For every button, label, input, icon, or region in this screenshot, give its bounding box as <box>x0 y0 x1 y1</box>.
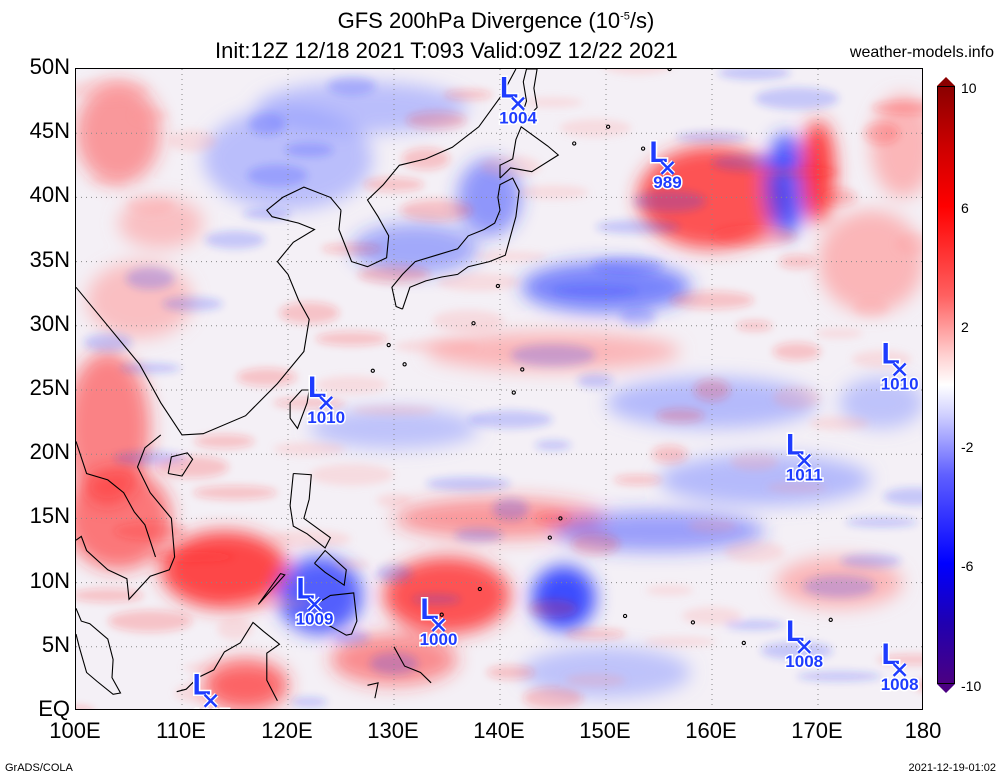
colorbar-label: -6 <box>961 558 974 575</box>
map-plot: L 1004 L 989 L 1010 L 1010 L 1011 L 1009 L 1000 L 1008 L… <box>75 68 923 710</box>
lat-tick-label: 15N <box>29 503 70 529</box>
low-pressure-value: 1008 <box>785 652 823 671</box>
map-title-line1: GFS 200hPa Divergence (10-5/s) <box>0 8 1000 34</box>
lon-tick-label: 120E <box>261 718 313 743</box>
low-center-x-icon <box>307 597 322 612</box>
low-pressure-marker: L1007 <box>190 667 231 710</box>
low-center-x-icon <box>511 96 525 111</box>
lat-tick-label: 30N <box>29 310 70 336</box>
low-pressure-value: 1000 <box>420 630 458 649</box>
low-center-x-icon <box>892 362 907 377</box>
colorbar-label: -10 <box>961 678 982 694</box>
footer-left: GrADS/COLA <box>5 762 73 774</box>
lat-tick-label: 20N <box>29 439 70 465</box>
lon-tick-label: 110E <box>156 718 206 743</box>
footer-right: 2021-12-19-01:02 <box>908 762 996 774</box>
colorbar-top-arrow <box>937 77 955 86</box>
lat-tick-label: 45N <box>29 118 70 144</box>
low-center-x-icon <box>892 663 907 677</box>
low-pressure-value: 1009 <box>296 609 334 628</box>
low-pressure-value: 989 <box>653 173 681 192</box>
lon-tick-label: 100E <box>49 718 101 743</box>
colorbar-label: 2 <box>961 319 969 336</box>
colorbar-bottom-arrow <box>937 684 955 693</box>
low-center-x-icon <box>203 693 218 708</box>
lon-tick-label: 130E <box>367 718 419 743</box>
lat-tick-label: 10N <box>29 567 70 593</box>
lat-tick-label: 35N <box>29 246 70 272</box>
low-pressure-value: 1007 <box>192 706 230 710</box>
colorbar-label: 6 <box>961 199 969 216</box>
low-center-x-icon <box>319 395 334 410</box>
site-label: weather-models.info <box>849 44 994 61</box>
low-pressure-value: 1010 <box>881 374 919 393</box>
lon-tick-label: 150E <box>579 718 631 743</box>
title-exponent: -5 <box>620 10 630 23</box>
low-center-x-icon <box>431 618 446 632</box>
title-suffix: /s) <box>629 8 655 33</box>
lon-tick-label: 140E <box>473 718 525 743</box>
lat-tick-label: 25N <box>29 375 70 400</box>
title-prefix: GFS 200hPa Divergence (10 <box>337 8 621 33</box>
colorbar <box>937 86 955 684</box>
low-center-x-icon <box>797 639 812 654</box>
map-title-line2: Init:12Z 12/18 2021 T:093 Valid:09Z 12/2… <box>215 38 678 63</box>
low-pressure-value: 1004 <box>499 109 537 128</box>
coastlines <box>76 69 833 701</box>
lat-tick-label: 40N <box>29 182 70 208</box>
lat-tick-label: EQ <box>38 696 70 721</box>
colorbar-label: -2 <box>961 438 974 455</box>
lon-tick-label: 160E <box>685 718 737 743</box>
lon-tick-label: 170E <box>791 718 843 743</box>
low-pressure-value: 1010 <box>307 408 345 427</box>
lat-tick-label: 5N <box>41 631 70 657</box>
lon-tick-label: 180 <box>904 718 942 743</box>
low-center-x-icon <box>660 160 675 175</box>
colorbar-label: 10 <box>961 80 977 96</box>
low-pressure-value: 1011 <box>786 466 823 485</box>
lat-tick-label: 50N <box>29 54 70 79</box>
low-center-x-icon <box>797 453 812 468</box>
low-pressure-value: 1008 <box>881 675 919 694</box>
